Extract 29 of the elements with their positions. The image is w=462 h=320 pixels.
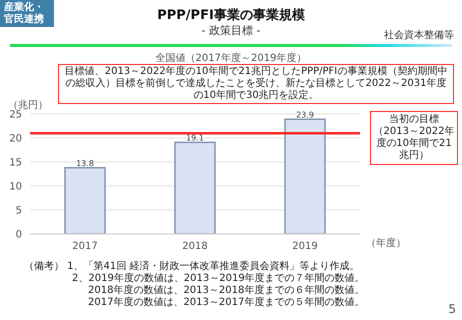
y-tick-label: 15 (9, 158, 22, 169)
text: 全国値（2017年度～2019年度） (154, 52, 308, 65)
y-tick-label: 25 (9, 110, 22, 121)
data-label: 19.1 (186, 133, 204, 142)
x-tick-label: 2017 (72, 241, 98, 252)
bar (64, 167, 106, 234)
y-axis-title: （兆円） (8, 98, 48, 111)
text: 目標値、2013～2022年度の10年間で21兆円としたPPP/PFIの事業規模（契約期間中の総収入）目標を前倒しで達成したことを受け、新たな目標として2022～2031年度の10年間で30兆円を設定。 (58, 64, 454, 104)
y-tick-label: 10 (9, 182, 22, 193)
section-tag: 産業化・官民連携 (0, 0, 54, 27)
x-axis-title: （年度） (366, 236, 406, 250)
x-tick-label: 2018 (182, 241, 208, 252)
chart-title: PPP/PFI事業の事業規模 (156, 7, 306, 24)
bar (174, 142, 216, 234)
y-tick-label: 5 (16, 206, 22, 217)
text: 5 (448, 302, 456, 316)
ref-line-label: 当初の目標（2013～2022年度の10年間で21兆円） (370, 111, 458, 166)
text: 2018年度の数値は、2013～2018年度までの６年間の数値。 (87, 285, 365, 296)
x-tick-label: 2019 (292, 241, 318, 252)
bar (284, 118, 326, 234)
data-label: 23.9 (296, 110, 314, 120)
text: 2、2019年度の数値は、2013～2019年度までの７年間の数値。 (71, 273, 365, 284)
text: 2017年度の数値は、2013～2017年度までの５年間の数値。 (87, 297, 365, 309)
data-label: 13.8 (76, 158, 94, 168)
chart-subtitle: - 政策目標 - (200, 23, 262, 38)
text: （備考） 1、「第41回 経済・財政一体改革推進委員会資料」等より作成。 (24, 261, 360, 272)
y-tick-label: 0 (16, 230, 22, 241)
text: 社会資本整備等 (384, 28, 454, 42)
y-tick-label: 20 (9, 134, 22, 145)
